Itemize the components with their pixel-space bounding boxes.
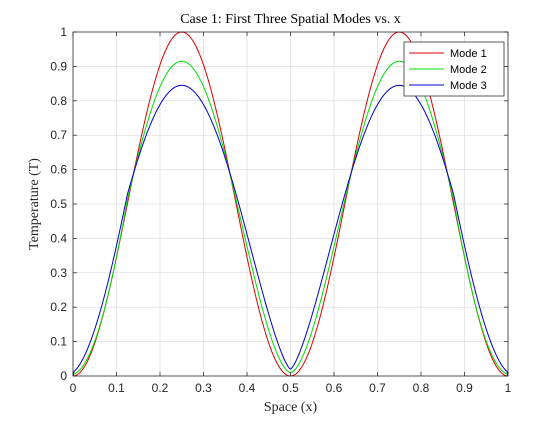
y-tick-label: 0.7 — [50, 128, 67, 142]
y-tick-label: 0 — [60, 369, 67, 383]
x-tick-label: 0.4 — [239, 381, 256, 395]
x-tick-label: 0.3 — [195, 381, 212, 395]
y-tick-label: 0.9 — [50, 59, 67, 73]
y-tick-label: 0.5 — [50, 197, 67, 211]
y-tick-label: 0.8 — [50, 94, 67, 108]
x-tick-label: 0.6 — [326, 381, 343, 395]
x-tick-label: 0.8 — [413, 381, 430, 395]
x-tick-label: 1 — [505, 381, 512, 395]
x-tick-label: 0 — [70, 381, 77, 395]
y-tick-label: 0.3 — [50, 266, 67, 280]
legend-label-mode-1: Mode 1 — [450, 48, 487, 60]
x-tick-label: 0.2 — [152, 381, 169, 395]
y-tick-label: 0.4 — [50, 231, 67, 245]
x-tick-label: 0.1 — [108, 381, 125, 395]
legend-label-mode-3: Mode 3 — [450, 80, 487, 92]
x-tick-label: 0.5 — [282, 381, 299, 395]
y-tick-label: 0.1 — [50, 335, 67, 349]
x-tick-label: 0.7 — [369, 381, 386, 395]
series-line-mode-3 — [72, 84, 509, 377]
legend: Mode 1 Mode 2 Mode 3 — [403, 41, 505, 97]
y-tick-label: 0.6 — [50, 163, 67, 177]
chart-title: Case 1: First Three Spatial Modes vs. x — [180, 12, 401, 27]
legend-label-mode-2: Mode 2 — [450, 64, 487, 76]
x-axis-title: Space (x) — [264, 400, 318, 415]
y-tick-label: 1 — [60, 25, 67, 39]
y-axis-title: Temperature (T) — [27, 158, 42, 250]
x-tick-label: 0.9 — [456, 381, 473, 395]
y-tick-label: 0.2 — [50, 300, 67, 314]
ticks: 0 0.1 0.2 0.3 0.4 0.5 0.6 0.7 0.8 0.9 1 0 0.1 0.2 0.3 0… — [50, 25, 511, 395]
